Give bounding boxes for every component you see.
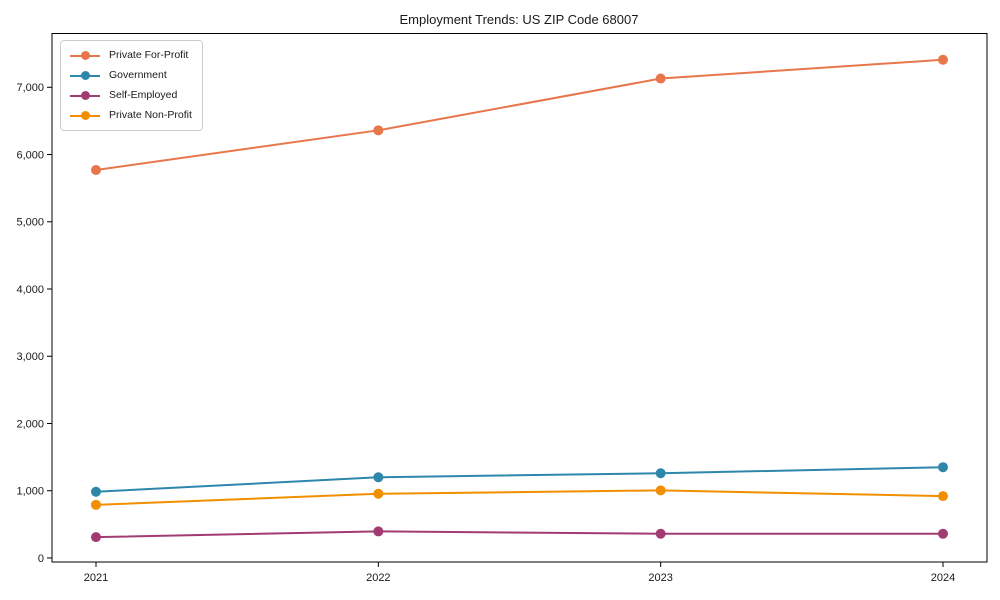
legend-item: Government xyxy=(70,68,192,83)
data-point-private-for-profit-2024 xyxy=(938,54,948,65)
legend-swatch-icon xyxy=(70,71,100,81)
data-point-self-employed-2023 xyxy=(655,528,666,539)
data-point-self-employed-2021 xyxy=(91,532,101,543)
axes-spines xyxy=(51,33,988,563)
data-point-private-for-profit-2021 xyxy=(91,164,101,175)
y-tick-label: 3,000 xyxy=(16,351,44,363)
data-point-private-for-profit-2023 xyxy=(655,73,666,84)
data-point-private-non-profit-2023 xyxy=(655,485,666,496)
y-tick-label: 4,000 xyxy=(16,284,44,296)
series-line-self-employed xyxy=(95,530,944,539)
data-point-self-employed-2024 xyxy=(938,528,948,539)
legend-label: Private Non-Profit xyxy=(109,109,192,121)
chart-title: Employment Trends: US ZIP Code 68007 xyxy=(400,12,639,27)
series-line-government xyxy=(95,466,944,493)
legend-swatch-icon xyxy=(70,51,100,61)
legend-item: Private Non-Profit xyxy=(70,108,192,123)
data-point-government-2022 xyxy=(373,472,384,483)
data-point-government-2021 xyxy=(91,486,101,497)
legend-label: Government xyxy=(109,69,167,81)
x-tick-label: 2021 xyxy=(84,572,108,584)
legend-item: Self-Employed xyxy=(70,88,192,103)
legend-swatch-icon xyxy=(70,91,100,101)
x-tick-label: 2022 xyxy=(366,572,390,584)
series-line-private-non-profit xyxy=(95,489,944,506)
legend-label: Private For-Profit xyxy=(109,49,189,61)
legend-item: Private For-Profit xyxy=(70,48,192,63)
y-tick-label: 6,000 xyxy=(16,149,44,161)
y-tick-label: 7,000 xyxy=(16,82,44,94)
series-line-private-for-profit xyxy=(95,58,944,171)
legend: Private For-Profit Government Self-Employe… xyxy=(60,40,203,131)
y-tick-label: 1,000 xyxy=(16,486,44,498)
legend-label: Self-Employed xyxy=(109,89,178,101)
y-tick-label: 5,000 xyxy=(16,217,44,229)
data-point-self-employed-2022 xyxy=(373,526,384,537)
data-point-private-for-profit-2022 xyxy=(373,125,384,136)
y-tick-label: 0 xyxy=(38,553,44,565)
y-tick-label: 2,000 xyxy=(16,418,44,430)
data-point-private-non-profit-2022 xyxy=(373,488,384,499)
legend-swatch-icon xyxy=(70,111,100,121)
data-point-private-non-profit-2024 xyxy=(938,491,948,502)
data-point-government-2024 xyxy=(938,462,948,473)
data-point-government-2023 xyxy=(655,468,666,479)
data-point-private-non-profit-2021 xyxy=(91,499,101,510)
x-tick-label: 2024 xyxy=(931,572,955,584)
plot-area: 0 1,000 2,000 3,000 4,000 5,000 6,000 7,000 2021… xyxy=(16,33,988,584)
x-tick-label: 2023 xyxy=(648,572,672,584)
